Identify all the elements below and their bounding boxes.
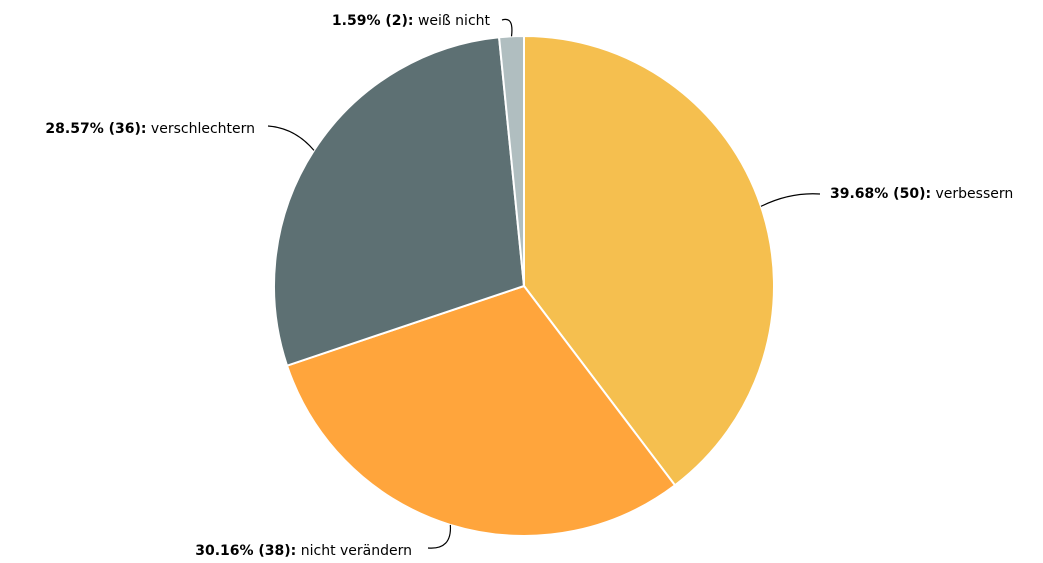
slice-label: 28.57% (36): verschlechtern	[45, 121, 255, 137]
slice-label: 1.59% (2): weiß nicht	[332, 13, 491, 29]
slice-label: 39.68% (50): verbessern	[830, 186, 1013, 202]
leader-line	[760, 193, 821, 207]
category-label: weiß nicht	[418, 13, 491, 29]
value-label: 28.57% (36):	[45, 121, 146, 137]
category-label: nicht verändern	[301, 543, 412, 559]
value-label: 1.59% (2):	[332, 13, 414, 29]
pie-slice	[285, 284, 677, 537]
slice-label: 30.16% (38): nicht verändern	[195, 543, 412, 559]
value-label: 30.16% (38):	[195, 543, 296, 559]
value-label: 39.68% (50):	[830, 186, 931, 202]
category-label: verschlechtern	[151, 121, 255, 137]
leader-line	[427, 524, 451, 549]
leader-line	[267, 125, 315, 151]
leader-line	[501, 18, 513, 37]
pie-slice	[273, 36, 526, 367]
category-label: verbessern	[936, 186, 1014, 202]
